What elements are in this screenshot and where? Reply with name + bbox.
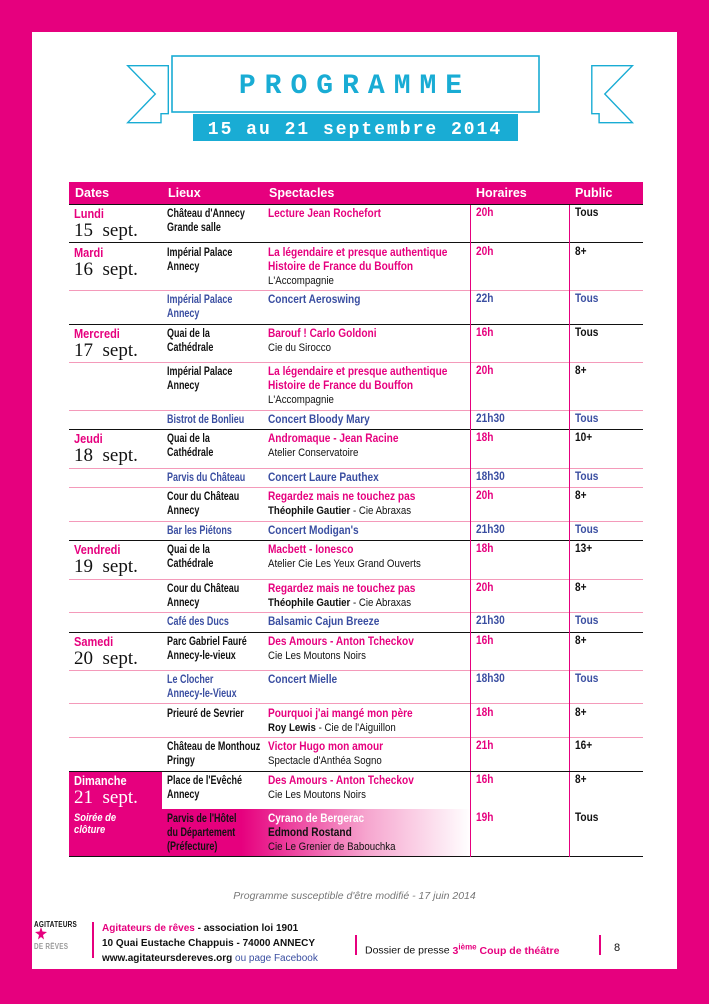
- svg-text:PROGRAMME: PROGRAMME: [239, 71, 471, 102]
- svg-text:15 au 21 septembre 2014: 15 au 21 septembre 2014: [208, 120, 502, 140]
